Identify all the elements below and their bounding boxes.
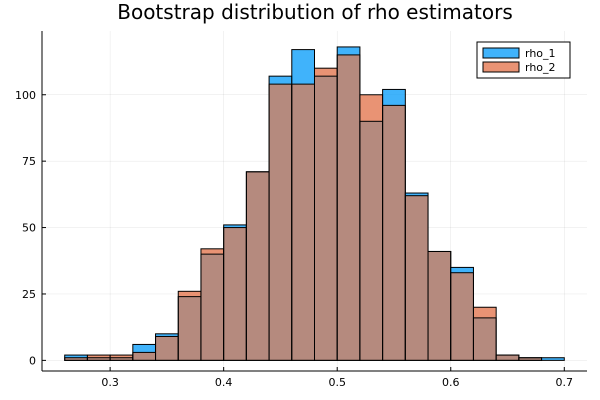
bar-overlap-4 [155,336,179,361]
legend-swatch-1 [482,47,520,59]
legend-label-1: rho_1 [525,47,556,60]
bar-top-5 [178,291,201,297]
x-axis-ticks: 0.3 0.4 0.5 0.6 0.7 [101,367,573,389]
y-tick-label-3: 75 [22,155,36,168]
bar-overlap-9 [269,84,292,361]
bar-top-15 [405,193,429,196]
bar-overlap-14 [382,105,406,361]
y-axis-ticks: 0 25 50 75 100 [15,89,46,367]
x-tick-label-0: 0.3 [101,376,119,389]
legend-label-2: rho_2 [525,61,556,74]
x-tick-label-3: 0.6 [442,376,460,389]
bar-rho2-18 [472,306,497,361]
x-tick-label-1: 0.4 [215,376,233,389]
y-tick-label-1: 25 [22,288,36,301]
bar-top-3 [132,344,156,353]
bar-top-10 [291,49,315,85]
bar-overlap-17 [450,272,474,361]
bar-overlap-0 [64,357,88,361]
bar-top-0 [64,355,88,358]
bar-top-11 [314,68,338,77]
x-tick-label-4: 0.7 [556,376,574,389]
bar-overlap-3 [132,352,156,361]
chart-title: Bootstrap distribution of rho estimators [117,0,513,24]
y-tick-label-4: 100 [15,89,36,102]
bar-overlap-19 [496,355,519,361]
bar-top-2 [110,355,133,358]
bar-overlap-20 [518,357,542,361]
bar-overlap-11 [314,76,338,361]
bar-overlap-1 [87,357,111,361]
bar-overlap-10 [291,84,315,361]
bar-top-4 [155,333,179,337]
legend-swatch-2 [482,61,520,73]
bar-top-17 [450,267,474,273]
bar-overlap-12 [337,54,360,361]
bar-top-7 [223,224,247,228]
bar-top-1 [87,355,111,358]
bar-overlap-5 [178,296,201,361]
y-tick-label-0: 0 [29,354,36,367]
bar-overlap-2 [110,357,133,361]
bar-overlap-18 [473,317,497,361]
bar-top-12 [337,46,360,55]
bar-top-9 [269,76,292,85]
bar-overlap-6 [200,254,224,361]
bar-overlap-16 [428,251,451,361]
bar-top-21 [541,357,565,361]
bar-top-6 [200,248,224,255]
bar-overlap-8 [246,171,270,361]
x-tick-label-2: 0.5 [328,376,346,389]
histogram-bars [64,46,565,361]
axes [41,31,587,372]
bar-top-14 [382,89,406,106]
bar-overlap-13 [359,121,383,361]
y-tick-label-2: 50 [22,222,36,235]
bar-rho1-21 [541,357,565,361]
bar-overlap-15 [405,195,429,361]
bar-top-13 [359,94,383,122]
bar-overlap-7 [223,227,247,361]
legend-box [476,41,571,79]
bar-top-18 [473,307,497,318]
